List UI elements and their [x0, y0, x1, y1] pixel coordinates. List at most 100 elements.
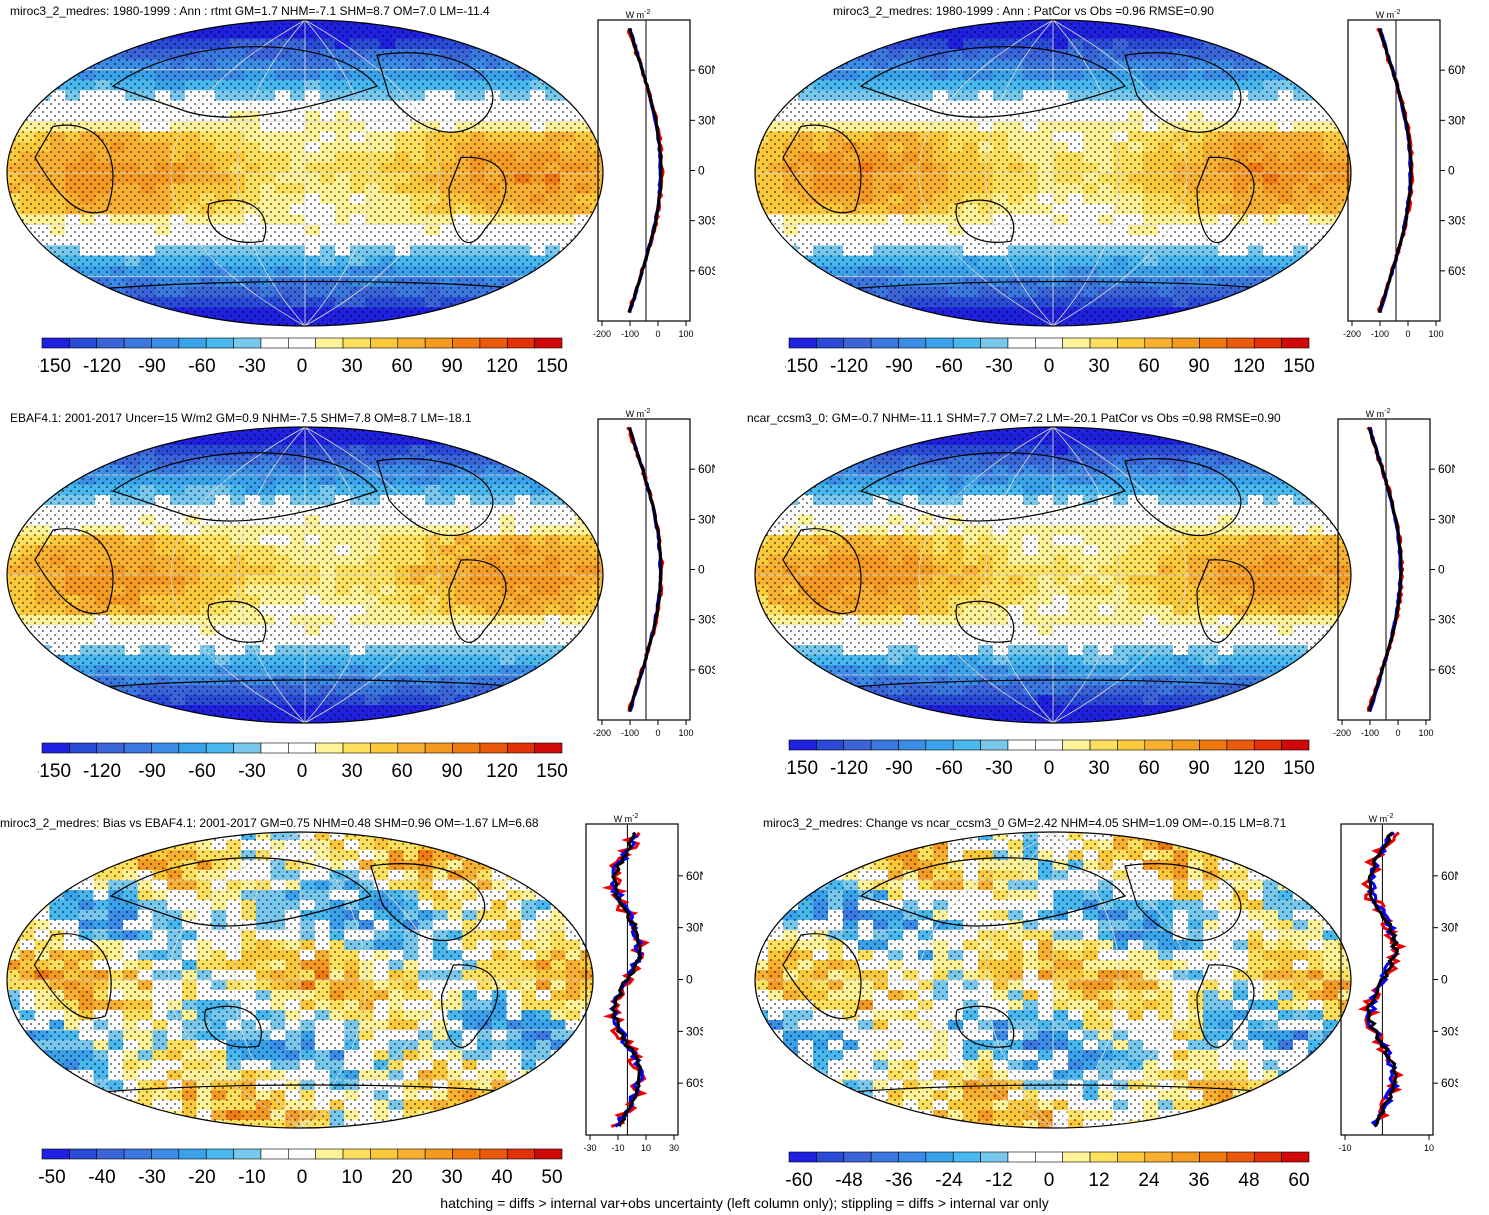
- colorbar-tick-label: -150: [785, 356, 818, 377]
- colorbar-tick-label: 0: [297, 761, 308, 782]
- colorbar-tick-label: -150: [38, 761, 71, 782]
- colorbar-swatch: [1117, 337, 1146, 349]
- colorbar-tick-label: 0: [297, 356, 308, 377]
- colorbar-swatch: [452, 337, 481, 349]
- panel-title: miroc3_2_medres: 1980-1999 : Ann : rtmt …: [10, 4, 490, 18]
- profile-line: [627, 27, 663, 314]
- x-tick-label: 10: [1424, 1143, 1434, 1153]
- colorbar-swatch: [1226, 1151, 1255, 1163]
- colorbar-tick-label: 90: [441, 356, 462, 377]
- colorbar-swatch: [816, 337, 845, 349]
- x-tick-label: -200: [1333, 728, 1351, 738]
- colorbar-tick-label: 120: [486, 761, 518, 782]
- colorbar-tick-label: -20: [188, 1167, 215, 1188]
- colorbar-swatch: [980, 337, 1009, 349]
- colorbar-tick-label: 30: [441, 1167, 462, 1188]
- panel-5: miroc3_2_medres: Bias vs EBAF4.1: 2001-2…: [0, 810, 745, 1195]
- colorbar-swatch: [69, 742, 98, 754]
- latitude-tick-label: 30S: [1441, 1024, 1458, 1038]
- mean-field-map: [754, 19, 1352, 327]
- panel-4: ncar_ccsm3_0: GM=-0.7 NHM=-11.1 SHM=7.7 …: [745, 405, 1489, 800]
- latitude-tick-label: 60N: [686, 869, 703, 883]
- colorbar-tick-label: 0: [1044, 356, 1055, 377]
- colorbar-swatch: [952, 1151, 981, 1163]
- colorbar-tick-label: 30: [1088, 758, 1109, 779]
- zonal-mean-profile: W m-2 60N 30N 0 30S 60S -200 -100 0 100: [1333, 408, 1455, 738]
- colorbar-swatch: [898, 739, 927, 751]
- colorbar-tick-label: -50: [38, 1167, 65, 1188]
- profile-line: [1366, 426, 1405, 712]
- x-tick-label: -100: [621, 728, 639, 738]
- colorbar-swatch: [534, 742, 563, 754]
- colorbar-swatch: [925, 1151, 954, 1163]
- colorbar-swatch: [233, 742, 262, 754]
- colorbar-swatch: [1281, 1151, 1310, 1163]
- colorbar-tick-label: 50: [541, 1167, 562, 1188]
- colorbar-tick-label: 60: [1138, 758, 1159, 779]
- colorbar-tick-label: 150: [1283, 758, 1315, 779]
- profile-line: [628, 426, 663, 712]
- latitude-tick-label: 60S: [698, 663, 715, 677]
- colorbar-swatch: [424, 1148, 453, 1160]
- colorbar-swatch: [370, 742, 399, 754]
- colorbar-swatch: [233, 337, 262, 349]
- colorbar-tick-label: 60: [391, 356, 412, 377]
- profile-line: [1368, 427, 1403, 713]
- colorbar-tick-label: 30: [341, 761, 362, 782]
- colorbar-tick-label: 30: [1088, 356, 1109, 377]
- colorbar-swatch: [898, 1151, 927, 1163]
- colorbar-tick-label: 36: [1188, 1170, 1209, 1191]
- x-tick-label: 0: [655, 728, 660, 738]
- colorbar-swatch: [288, 1148, 316, 1160]
- x-tick-label: -200: [1343, 329, 1361, 339]
- colorbar-tick-label: 0: [1044, 1170, 1055, 1191]
- colorbar-swatch: [151, 742, 180, 754]
- colorbar-swatch: [788, 1151, 817, 1163]
- x-tick-label: 30: [669, 1143, 679, 1153]
- colorbar-swatch: [1007, 739, 1036, 751]
- colorbar-tick-label: -40: [88, 1167, 115, 1188]
- colorbar-swatch: [1035, 337, 1063, 349]
- profile-units: W m-2: [1366, 408, 1391, 419]
- colorbar: -50 -40 -30 -20 -10 0 10 20 30 40 50: [38, 1148, 563, 1188]
- colorbar: -150 -120 -90 -60 -30 0 30 60 90 120 150: [785, 337, 1315, 377]
- colorbar-swatch: [506, 1148, 535, 1160]
- colorbar-swatch: [260, 337, 289, 349]
- colorbar-tick-label: -120: [83, 356, 121, 377]
- colorbar-tick-label: -150: [785, 758, 818, 779]
- latitude-tick-label: 30N: [1441, 921, 1458, 935]
- x-tick-label: -30: [583, 1143, 596, 1153]
- colorbar-swatch: [1199, 337, 1228, 349]
- latitude-tick-label: 60N: [1438, 462, 1455, 476]
- colorbar-swatch: [151, 1148, 180, 1160]
- latitude-tick-label: 0: [1448, 164, 1455, 178]
- panel-title: miroc3_2_medres: Bias vs EBAF4.1: 2001-2…: [0, 816, 539, 830]
- colorbar-tick-label: -90: [885, 356, 912, 377]
- colorbar-swatch: [1253, 739, 1282, 751]
- latitude-tick-label: 60N: [1448, 63, 1465, 77]
- latitude-tick-label: 30S: [686, 1024, 703, 1038]
- colorbar-tick-label: -24: [935, 1170, 963, 1191]
- colorbar-swatch: [178, 337, 207, 349]
- mean-field-map: [6, 19, 604, 327]
- latitude-tick-label: 30N: [686, 921, 703, 935]
- colorbar-swatch: [1199, 739, 1228, 751]
- latitude-tick-label: 60S: [698, 264, 715, 278]
- colorbar-swatch: [1062, 739, 1091, 751]
- colorbar-tick-label: 120: [486, 356, 518, 377]
- profile-line: [1365, 831, 1400, 1128]
- colorbar-swatch: [424, 337, 453, 349]
- colorbar-swatch: [123, 337, 152, 349]
- colorbar-tick-label: 120: [1233, 758, 1265, 779]
- colorbar-swatch: [123, 1148, 152, 1160]
- colorbar-tick-label: -90: [138, 356, 165, 377]
- panel-1: miroc3_2_medres: 1980-1999 : Ann : rtmt …: [0, 0, 745, 400]
- colorbar-tick-label: 0: [1044, 758, 1055, 779]
- colorbar-swatch: [788, 337, 817, 349]
- colorbar-swatch: [1089, 739, 1118, 751]
- colorbar-tick-label: 12: [1088, 1170, 1109, 1191]
- colorbar-swatch: [69, 337, 98, 349]
- colorbar-swatch: [870, 1151, 899, 1163]
- colorbar-tick-label: 10: [341, 1167, 362, 1188]
- x-tick-label: -200: [593, 728, 611, 738]
